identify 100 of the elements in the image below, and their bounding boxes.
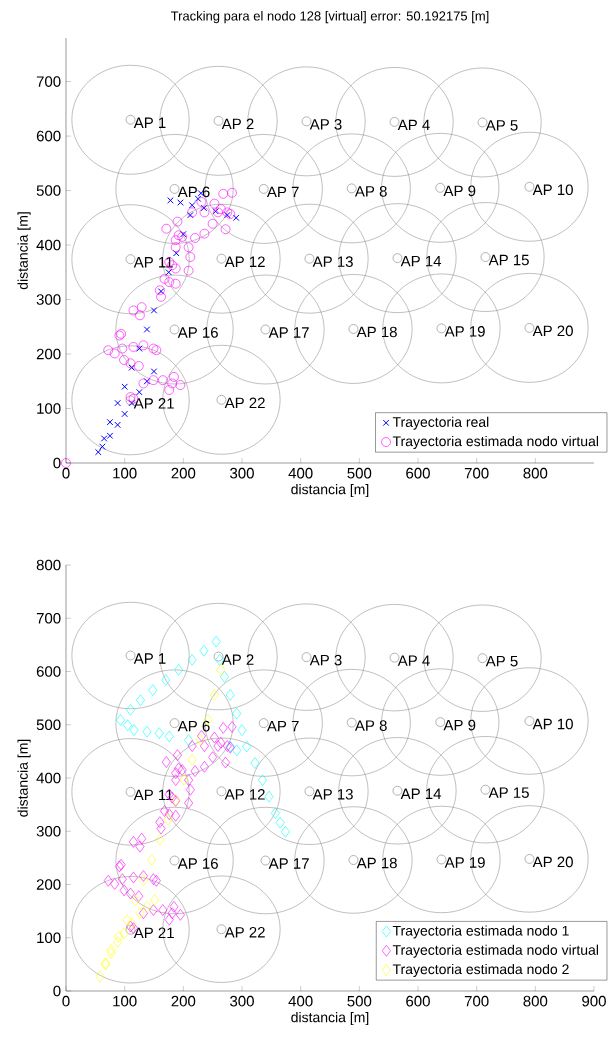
x-tick-label: 900 (582, 995, 606, 1007)
annotation: AP 12 (224, 789, 265, 800)
point (161, 674, 171, 686)
point (164, 385, 175, 395)
point (157, 375, 168, 385)
point (150, 894, 160, 906)
point (175, 380, 186, 390)
point (207, 219, 218, 229)
point (242, 740, 252, 753)
annotation: AP 16 (177, 858, 218, 869)
annotation: AP 5 (485, 120, 518, 131)
y-tick-label: 500 (36, 719, 61, 731)
point (136, 302, 147, 312)
point (426, 202, 545, 312)
annotation: AP 1 (133, 653, 166, 664)
point (109, 348, 120, 359)
point (382, 273, 501, 384)
annotation: AP 22 (224, 926, 265, 938)
point (170, 235, 181, 245)
point (169, 901, 179, 913)
y-tick-label: 700 (36, 612, 61, 624)
point (195, 733, 205, 746)
x-axis-title: distancia [m] (291, 1012, 369, 1026)
point (271, 807, 280, 819)
legend-label: Trayectoria estimada nodo virtual (392, 435, 599, 449)
annotation: AP 22 (224, 397, 265, 409)
x-tick-label: 100 (113, 995, 137, 1007)
point (114, 930, 124, 943)
point (150, 368, 158, 375)
annotation: AP 10 (532, 184, 573, 196)
annotation: AP 11 (133, 789, 173, 800)
point (177, 199, 184, 206)
point (94, 448, 102, 456)
y-tick-label: 0 (53, 985, 61, 997)
point (119, 927, 129, 940)
annotation: AP 20 (532, 856, 573, 868)
annotation: AP 9 (443, 185, 476, 197)
point (470, 132, 589, 242)
x-tick-label: 0 (62, 995, 70, 1007)
point (161, 223, 172, 234)
point (470, 273, 589, 383)
x-axis-title: distancia [m] (291, 484, 369, 498)
annotation: AP 16 (177, 327, 218, 338)
x-tick-label: 500 (347, 995, 372, 1007)
point (167, 197, 174, 204)
point (177, 232, 187, 242)
y-tick-label: 100 (37, 932, 61, 944)
point (275, 816, 285, 829)
point (199, 207, 210, 218)
point (103, 345, 114, 356)
point (161, 756, 171, 768)
point (114, 421, 121, 429)
point (185, 783, 195, 796)
legend-label: Trayectoria real (392, 416, 489, 430)
point (136, 388, 143, 396)
point (154, 727, 164, 740)
point (114, 399, 121, 407)
point (213, 207, 223, 218)
point (184, 774, 194, 786)
point (216, 204, 226, 214)
point (470, 805, 589, 913)
point (129, 836, 138, 848)
y-tick-label: 800 (36, 559, 61, 571)
point (156, 292, 166, 302)
annotation: AP 4 (397, 655, 430, 666)
x-tick-label: 600 (406, 995, 430, 1007)
point (139, 870, 148, 882)
point (71, 65, 190, 175)
point (142, 901, 152, 913)
point (121, 410, 128, 418)
point (210, 689, 219, 701)
annotation: AP 4 (397, 119, 430, 131)
point (134, 890, 144, 903)
point (250, 757, 260, 769)
annotation: AP 14 (400, 255, 442, 267)
y-tick-label: 300 (36, 825, 61, 837)
point (247, 603, 366, 711)
point (164, 808, 174, 820)
point (158, 904, 168, 916)
point (220, 224, 231, 235)
annotation: AP 13 (312, 256, 353, 267)
point (133, 361, 144, 371)
point (143, 326, 151, 333)
point (208, 751, 218, 764)
point (187, 207, 197, 218)
point (227, 187, 237, 198)
legend-label: Trayectoria estimada nodo 2 (392, 963, 569, 977)
point (169, 372, 179, 382)
point (117, 343, 128, 354)
point (199, 228, 210, 239)
annotation: AP 18 (356, 857, 397, 869)
point (135, 310, 145, 321)
point (135, 840, 145, 853)
point (155, 833, 165, 846)
point (138, 340, 149, 351)
point (125, 358, 136, 369)
point (170, 242, 181, 253)
annotation: AP 2 (221, 118, 254, 130)
annotation: AP 14 (400, 788, 442, 799)
point (122, 914, 132, 926)
